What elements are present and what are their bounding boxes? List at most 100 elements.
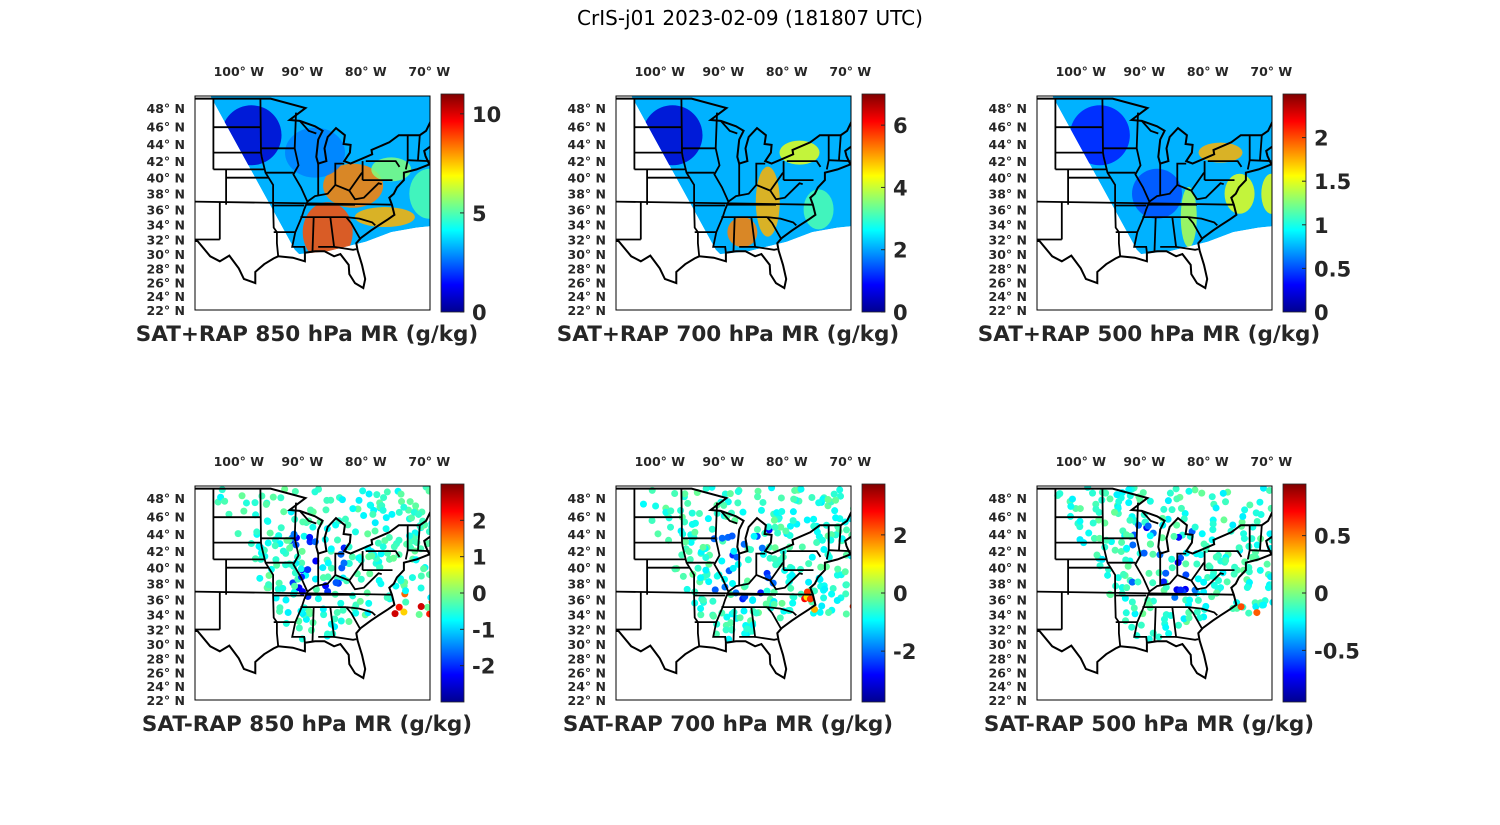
data-point — [1089, 489, 1097, 497]
state-border — [766, 216, 797, 227]
data-point — [842, 581, 850, 589]
state-border — [1101, 98, 1122, 257]
lat-tick-label: 34° N — [147, 608, 185, 623]
data-point — [1146, 532, 1154, 540]
data-point — [1067, 502, 1075, 510]
data-point — [763, 587, 771, 595]
state-border — [348, 572, 382, 591]
state-border — [1187, 606, 1218, 617]
data-point — [1259, 601, 1267, 609]
data-point — [388, 510, 396, 518]
data-point — [688, 509, 696, 517]
data-point — [688, 520, 696, 528]
data-point — [723, 613, 731, 621]
data-point — [790, 593, 798, 601]
field-blob — [803, 189, 834, 230]
data-point — [1277, 494, 1284, 501]
data-point — [338, 496, 346, 504]
data-point — [1193, 560, 1201, 568]
data-point — [282, 596, 290, 604]
lon-tick-label: 100° W — [214, 64, 265, 79]
data-point — [1085, 529, 1093, 537]
lat-tick-label: 38° N — [147, 577, 185, 592]
data-point — [1123, 584, 1131, 592]
lon-tick-label: 80° W — [345, 64, 387, 79]
data-point — [843, 526, 851, 534]
data-point — [728, 532, 736, 540]
lat-tick-label: 48° N — [568, 101, 606, 116]
data-point — [299, 518, 307, 526]
data-point — [825, 609, 833, 617]
data-point — [282, 619, 290, 627]
state-border — [616, 200, 814, 206]
state-border — [727, 172, 784, 203]
data-point — [1114, 574, 1122, 582]
data-point — [1197, 551, 1205, 559]
data-point — [275, 579, 283, 587]
state-border — [407, 159, 430, 162]
state-border — [766, 606, 782, 630]
data-point — [265, 571, 273, 579]
colorbar-tick-label: 2 — [1314, 127, 1329, 151]
data-point — [758, 544, 766, 552]
data-point — [1171, 593, 1179, 601]
data-point — [365, 599, 373, 607]
field-blob — [371, 157, 412, 182]
state-border — [334, 162, 345, 185]
lat-tick-label: 28° N — [568, 261, 606, 276]
data-point — [681, 490, 689, 498]
data-point — [221, 497, 229, 505]
data-point — [695, 510, 703, 518]
data-point — [1252, 509, 1260, 517]
data-point — [713, 572, 721, 580]
data-point — [778, 599, 786, 607]
state-border — [318, 636, 357, 641]
field-blob — [1198, 142, 1243, 163]
data-point — [354, 505, 362, 513]
data-point — [309, 523, 317, 531]
lat-tick-label: 38° N — [989, 187, 1027, 202]
data-point — [1205, 562, 1213, 570]
data-point — [1162, 569, 1170, 577]
data-point — [1194, 596, 1202, 604]
data-point — [734, 499, 742, 507]
state-border — [1190, 572, 1224, 591]
state-border — [1190, 182, 1224, 201]
state-border — [680, 488, 701, 647]
state-border — [259, 98, 280, 257]
data-point — [1173, 521, 1181, 529]
lon-tick-label: 90° W — [702, 454, 744, 469]
data-point — [383, 594, 391, 602]
data-point — [770, 516, 778, 524]
data-point — [824, 496, 832, 504]
data-point — [368, 552, 376, 560]
lat-tick-label: 48° N — [147, 491, 185, 506]
data-point — [1113, 491, 1121, 499]
data-point — [1089, 519, 1097, 527]
data-point — [267, 565, 275, 573]
data-point — [1173, 495, 1181, 503]
state-border — [365, 160, 401, 168]
data-point — [770, 555, 778, 563]
state-border — [306, 562, 363, 593]
data-point — [1253, 609, 1261, 617]
data-point — [431, 596, 438, 603]
data-point — [1223, 578, 1231, 586]
data-point — [1264, 584, 1272, 592]
data-point — [749, 597, 757, 605]
data-point — [298, 547, 306, 555]
state-border — [616, 590, 814, 596]
data-point — [382, 514, 390, 522]
data-point — [345, 559, 353, 567]
lat-tick-label: 22° N — [568, 303, 606, 318]
data-point — [1265, 486, 1272, 494]
lon-tick-label: 100° W — [1056, 454, 1107, 469]
data-point — [736, 614, 744, 622]
lat-tick-label: 32° N — [147, 623, 185, 638]
data-point — [654, 530, 662, 538]
lat-tick-label: 40° N — [989, 561, 1027, 576]
data-point — [371, 519, 379, 527]
data-point — [1129, 541, 1137, 549]
colorbar — [861, 93, 886, 313]
lat-tick-label: 24° N — [147, 679, 185, 694]
